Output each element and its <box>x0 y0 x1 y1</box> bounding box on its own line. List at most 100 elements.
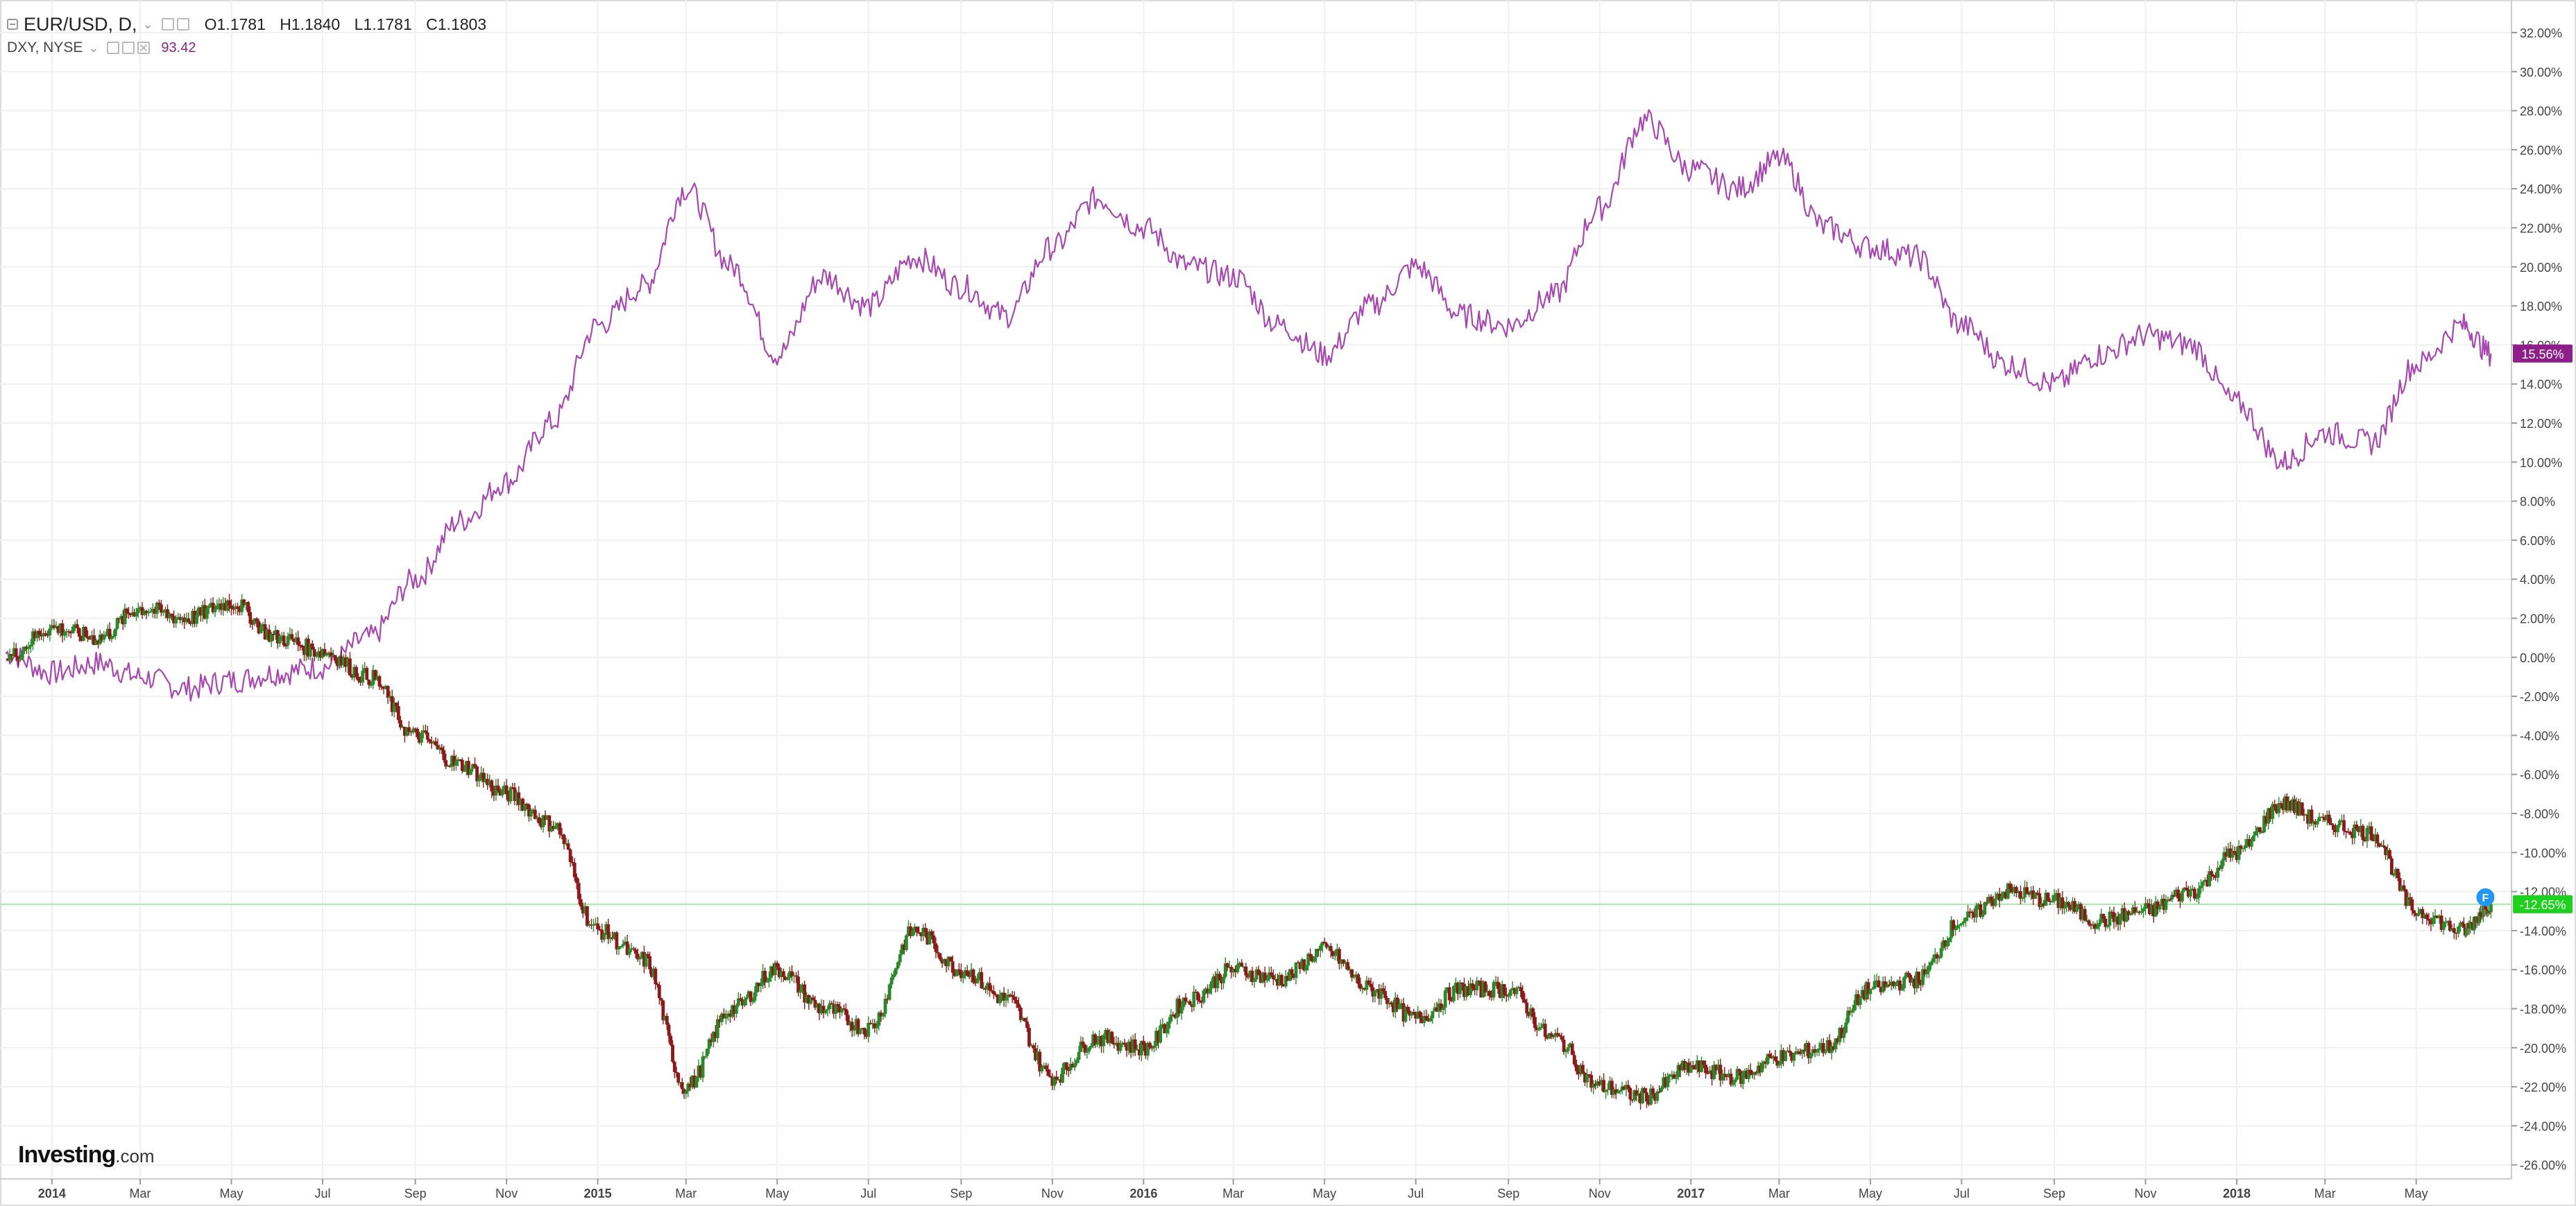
candle <box>744 994 749 1006</box>
legend-main-row: EUR/USD, D, ⌄ O1.1781 H1.1840 L1.1781 C1… <box>7 12 496 36</box>
candle <box>1832 1042 1836 1051</box>
candle <box>1576 1065 1580 1080</box>
collapse-icon[interactable] <box>7 19 18 30</box>
candle <box>537 813 541 826</box>
candle <box>2206 875 2209 887</box>
candle <box>2006 882 2010 900</box>
candle <box>257 619 261 635</box>
candle <box>1467 980 1470 997</box>
candle <box>292 638 296 646</box>
candle <box>475 765 479 787</box>
candle <box>2457 925 2460 938</box>
candle <box>751 997 755 1005</box>
eye-icon[interactable] <box>161 18 174 31</box>
candle <box>1188 999 1192 1006</box>
candle <box>77 627 81 642</box>
candle <box>496 778 500 793</box>
candle <box>325 652 329 657</box>
candle <box>519 798 523 811</box>
candle <box>726 1010 730 1022</box>
candle <box>1933 948 1937 964</box>
candle <box>669 1033 673 1046</box>
candle <box>759 978 763 992</box>
candle <box>598 925 602 931</box>
settings-icon[interactable] <box>122 42 135 54</box>
x-tick-label: Nov <box>495 1187 518 1200</box>
candle <box>29 639 33 653</box>
candle <box>715 1015 719 1043</box>
candle <box>479 766 484 781</box>
candle <box>2133 901 2137 915</box>
candle <box>187 612 191 624</box>
candle <box>671 1040 674 1064</box>
candle <box>1152 1041 1156 1053</box>
dxy-line <box>5 109 2492 702</box>
candle <box>1712 1060 1716 1080</box>
candle <box>1456 981 1460 1001</box>
candle <box>961 972 965 983</box>
candle <box>20 646 24 661</box>
candle <box>1186 1001 1190 1003</box>
candle <box>621 939 625 949</box>
settings-icon[interactable] <box>176 18 189 31</box>
candle <box>799 983 803 999</box>
candle <box>2144 897 2147 915</box>
flag-marker-icon[interactable]: F <box>2476 888 2495 906</box>
candle <box>1123 1039 1127 1047</box>
candle <box>566 839 570 850</box>
candle <box>148 607 153 613</box>
candle <box>803 981 807 1010</box>
candle <box>701 1051 705 1083</box>
candle <box>352 664 356 682</box>
candle <box>2153 896 2158 918</box>
candle <box>509 786 513 804</box>
candle <box>846 1010 850 1026</box>
x-axis[interactable]: 2014 Mar May Jul Sep Nov 2015 Mar May Jul Sep Nov 20… <box>38 1179 2428 1200</box>
main-symbol-label[interactable]: EUR/USD, D, <box>24 13 137 35</box>
candle <box>450 755 454 771</box>
candle <box>2151 903 2156 923</box>
candle <box>611 931 615 941</box>
candle <box>1034 1042 1037 1062</box>
candle <box>359 676 363 687</box>
candle <box>1637 1088 1641 1103</box>
candle <box>298 641 302 651</box>
candle <box>1558 1033 1562 1037</box>
candle <box>1716 1059 1721 1074</box>
candle <box>1222 974 1225 990</box>
legend-compare-row: DXY, NYSE ⌄ 93.42 <box>7 36 496 60</box>
candle <box>1435 1001 1439 1013</box>
candle <box>442 746 446 763</box>
candle <box>1868 988 1873 1001</box>
candle <box>448 764 452 768</box>
candle <box>781 968 785 983</box>
candle <box>1834 1038 1838 1053</box>
candle <box>2208 865 2211 887</box>
candle <box>2302 809 2306 821</box>
chevron-down-icon[interactable]: ⌄ <box>142 17 153 31</box>
compare-symbol-label[interactable]: DXY, NYSE <box>7 40 83 55</box>
candle <box>2008 881 2012 894</box>
candle <box>2222 847 2226 866</box>
chevron-down-icon[interactable]: ⌄ <box>88 40 99 55</box>
candle <box>232 603 235 615</box>
candle <box>2076 902 2081 910</box>
candle <box>1469 977 1473 998</box>
candle <box>1782 1047 1785 1067</box>
y-tick-label: 28.00% <box>2520 105 2562 119</box>
candle <box>321 648 325 660</box>
candle <box>1447 982 1451 1005</box>
candle <box>2245 834 2249 848</box>
candle <box>1995 892 1999 899</box>
close-icon[interactable] <box>137 42 151 54</box>
eye-icon[interactable] <box>107 42 120 54</box>
candle <box>965 965 969 977</box>
y-tick-label: -26.00% <box>2520 1159 2566 1173</box>
candle <box>867 1016 871 1043</box>
candle <box>444 753 448 770</box>
candle <box>1947 937 1952 947</box>
candle <box>191 608 195 628</box>
candle <box>1535 1025 1539 1037</box>
candle <box>2275 804 2279 815</box>
